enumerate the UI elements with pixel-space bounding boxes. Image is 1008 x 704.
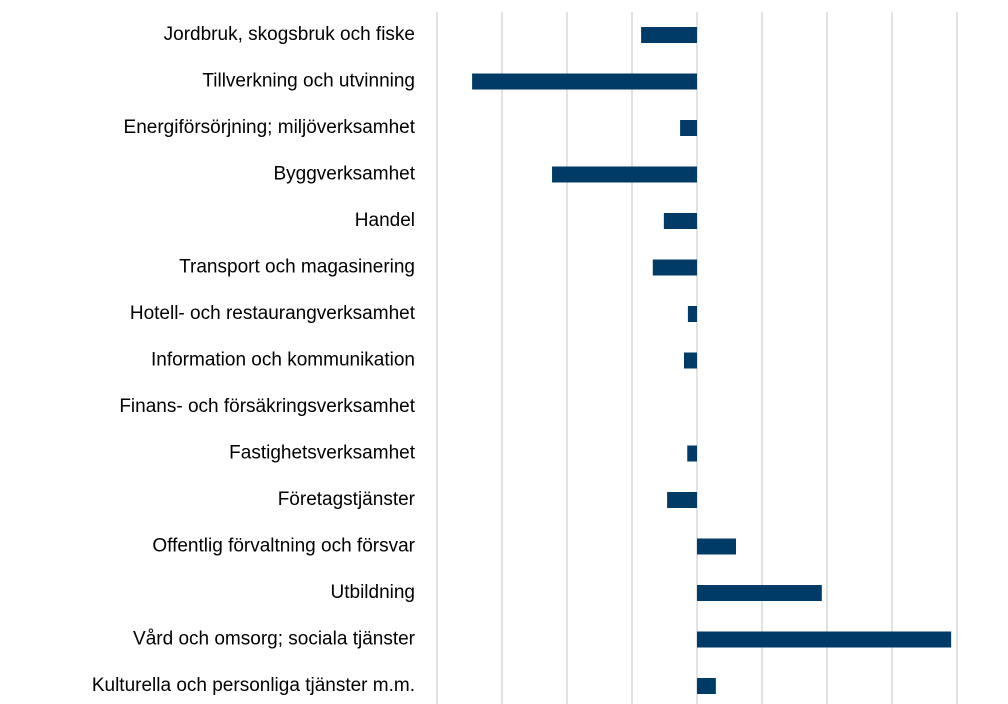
y-tick-label: Energiförsörjning; miljöverksamhet	[124, 117, 416, 138]
y-tick-label: Hotell- och restaurangverksamhet	[130, 303, 416, 324]
y-tick-label: Finans- och försäkringsverksamhet	[119, 396, 415, 417]
y-tick-label: Fastighetsverksamhet	[229, 443, 416, 464]
bar	[667, 492, 697, 508]
bar	[697, 678, 716, 694]
bar	[697, 631, 952, 648]
y-tick-label: Vård och omsorg; sociala tjänster	[133, 629, 416, 650]
y-tick-label: Utbildning	[331, 582, 416, 603]
y-tick-label: Information och kommunikation	[151, 350, 415, 371]
bar	[687, 445, 697, 462]
bar	[697, 585, 822, 601]
bar	[680, 120, 697, 136]
y-tick-label: Transport och magasinering	[179, 257, 415, 278]
bar	[641, 27, 697, 43]
y-tick-label: Tillverkning och utvinning	[202, 71, 415, 92]
bar	[697, 538, 736, 555]
y-tick-label: Jordbruk, skogsbruk och fiske	[164, 24, 415, 45]
bar	[472, 73, 697, 90]
bar	[652, 259, 697, 276]
y-tick-label: Offentlig förvaltning och försvar	[152, 536, 415, 557]
y-tick-label: Företagstjänster	[278, 489, 416, 510]
bar	[552, 166, 697, 183]
y-tick-label: Byggverksamhet	[273, 164, 415, 185]
y-tick-label: Handel	[355, 210, 415, 231]
bar	[687, 306, 697, 322]
y-tick-label: Kulturella och personliga tjänster m.m.	[92, 675, 415, 696]
bar	[663, 213, 697, 229]
bar	[684, 352, 697, 369]
